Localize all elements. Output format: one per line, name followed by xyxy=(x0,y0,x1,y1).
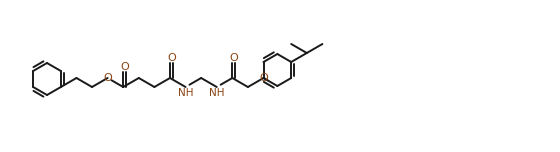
Text: O: O xyxy=(103,73,112,83)
Text: NH: NH xyxy=(209,88,225,98)
Text: O: O xyxy=(259,73,268,83)
Text: O: O xyxy=(120,62,129,72)
Text: O: O xyxy=(230,53,238,63)
Text: NH: NH xyxy=(178,88,193,98)
Text: O: O xyxy=(167,53,176,63)
